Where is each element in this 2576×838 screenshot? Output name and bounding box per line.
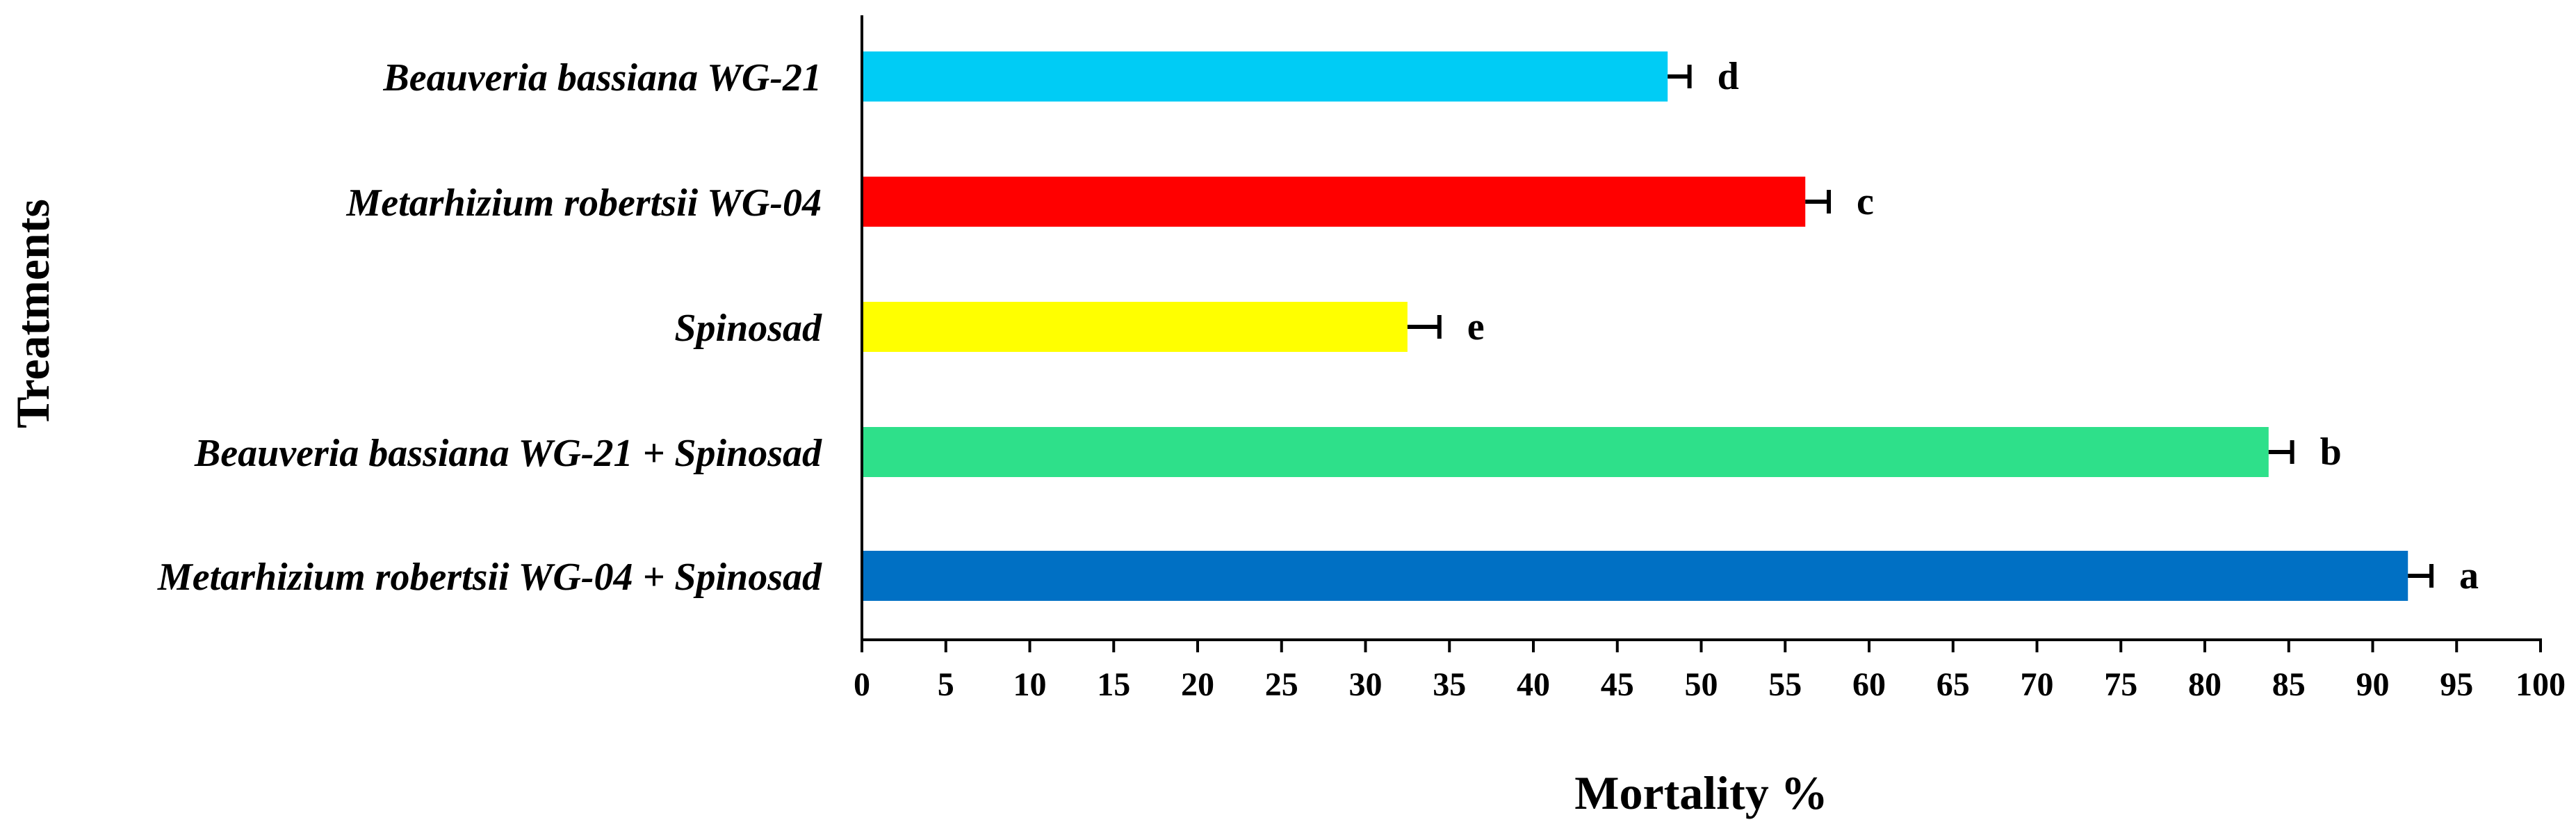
x-tick-label-0: 0 [854, 666, 870, 703]
bars-layer [862, 51, 2434, 601]
category-label-5: Metarhizium robertsii WG-04 + Spinosad [157, 556, 822, 599]
significance-letter-5: a [2459, 554, 2479, 597]
x-tick-label-12: 60 [1852, 666, 1886, 703]
x-tick-label-15: 75 [2104, 666, 2137, 703]
bar-2 [862, 177, 1806, 227]
labels-layer: d Beauveria bassiana WG-21 c Metarhizium ro… [157, 55, 2566, 703]
x-tick-label-14: 70 [2021, 666, 2054, 703]
x-tick-label-18: 90 [2356, 666, 2390, 703]
x-tick-label-8: 40 [1517, 666, 1550, 703]
x-tick-label-13: 65 [1937, 666, 1970, 703]
x-tick-label-2: 10 [1013, 666, 1047, 703]
significance-letter-2: c [1857, 180, 1874, 223]
x-tick-label-3: 15 [1097, 666, 1130, 703]
x-tick-label-17: 85 [2272, 666, 2306, 703]
x-tick-label-6: 30 [1349, 666, 1383, 703]
x-tick-label-19: 95 [2440, 666, 2473, 703]
x-tick-label-4: 20 [1181, 666, 1214, 703]
bar-3 [862, 302, 1408, 352]
bar-4 [862, 427, 2269, 477]
x-tick-label-10: 50 [1685, 666, 1718, 703]
category-label-1: Beauveria bassiana WG-21 [382, 56, 822, 99]
y-axis-title: Treatments [6, 199, 59, 428]
category-label-4: Beauveria bassiana WG-21 + Spinosad [194, 432, 822, 475]
category-label-3: Spinosad [674, 307, 822, 350]
y-axis-title-group: Treatments [6, 199, 59, 428]
x-tick-label-20: 100 [2516, 666, 2566, 703]
x-tick-label-11: 55 [1768, 666, 1802, 703]
axes-layer [861, 15, 2542, 652]
category-label-2: Metarhizium robertsii WG-04 [345, 182, 822, 225]
x-tick-label-7: 35 [1433, 666, 1466, 703]
bar-1 [862, 51, 1668, 102]
significance-letter-4: b [2320, 430, 2342, 474]
significance-letter-1: d [1718, 55, 1739, 98]
x-tick-label-16: 80 [2188, 666, 2222, 703]
x-tick-label-1: 5 [938, 666, 954, 703]
bar-5 [862, 551, 2408, 601]
x-axis-title: Mortality % [1574, 766, 1827, 819]
x-tick-label-9: 45 [1601, 666, 1634, 703]
x-tick-label-5: 25 [1265, 666, 1298, 703]
significance-letter-3: e [1467, 305, 1485, 348]
